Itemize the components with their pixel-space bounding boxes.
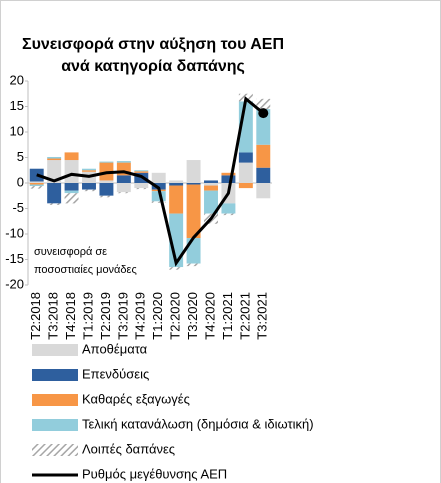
bar-segment: [186, 160, 201, 183]
x-tick-label: T1:2020: [150, 292, 165, 340]
bar-segment: [204, 190, 218, 214]
x-tick-label: T4:2019: [133, 292, 148, 340]
x-tick-label: T2:2020: [168, 292, 183, 340]
bar-segment: [116, 192, 131, 194]
bar-segment: [47, 183, 62, 204]
bar-segment: [64, 160, 79, 183]
bar-segment: [238, 183, 253, 189]
bar-segment: [169, 180, 184, 183]
bar-segment: [47, 156, 62, 159]
bar-segment: [29, 184, 44, 187]
bar-segment: [47, 160, 62, 183]
bar-segment: [99, 195, 114, 198]
bar-segment: [186, 183, 201, 185]
bar-segment: [134, 183, 149, 189]
bar-segment: [204, 180, 218, 183]
bar-segment: [99, 183, 114, 196]
bar-segment: [64, 183, 79, 191]
bar-segment: [47, 158, 62, 161]
bar-segment: [221, 213, 236, 216]
y-tick-label: -15: [5, 251, 24, 266]
x-tick-label: T2:2021: [237, 292, 252, 340]
bar-segment: [151, 172, 166, 183]
bar-segment: [169, 267, 184, 270]
bar-segment: [116, 175, 131, 183]
bar-segment: [29, 183, 44, 185]
legend-label: Αποθέματα: [82, 341, 148, 356]
bar-segment: [256, 167, 271, 183]
bar-segment: [151, 191, 166, 202]
axis-annotation: συνεισφορά σε ποσοστιαίες μονάδες: [34, 246, 137, 276]
bar-segment: [186, 263, 201, 267]
bar-segment: [82, 183, 96, 190]
legend-swatch: [32, 369, 78, 381]
bar-segment: [82, 189, 96, 192]
y-tick-label: -20: [5, 276, 24, 291]
bar-segment: [64, 190, 79, 194]
y-tick-label: 0: [17, 174, 24, 189]
legend-label: Ρυθμός μεγέθυνσης ΑΕΠ: [82, 466, 227, 481]
x-tick-label: T3:2019: [115, 292, 130, 340]
gdp-marker: [258, 108, 269, 119]
x-tick-label: T2:2018: [28, 292, 43, 340]
bar-segment: [204, 183, 218, 186]
x-tick-label: T2:2019: [98, 292, 113, 340]
bar-segment: [29, 186, 44, 189]
legend-label: Τελική κατανάλωση (δημόσια & ιδιωτική): [82, 416, 314, 431]
bar-segment: [116, 183, 131, 193]
bar-segment: [99, 161, 114, 163]
x-tick-label: T3:2021: [255, 292, 270, 340]
bar-segment: [134, 188, 149, 190]
bar-segment: [99, 180, 114, 183]
bar-segment: [64, 193, 79, 204]
x-tick-label: T1:2021: [220, 292, 235, 340]
legend-swatch: [32, 444, 78, 456]
x-tick-label: T3:2020: [185, 292, 200, 340]
bar-segment: [82, 168, 96, 171]
y-tick-label: 5: [17, 149, 24, 164]
y-tick-label: 10: [10, 123, 24, 138]
bar-segment: [238, 162, 253, 183]
bar-segment: [256, 98, 271, 110]
legend-label: Επενδύσεις: [82, 366, 149, 381]
y-tick-label: -10: [5, 225, 24, 240]
legend-swatch: [32, 394, 78, 406]
bar-segment: [64, 152, 79, 161]
bar-segment: [186, 238, 201, 264]
bar-segment: [256, 144, 271, 168]
legend-swatch: [32, 344, 78, 356]
legend-swatch: [32, 419, 78, 431]
bar-segment: [256, 183, 271, 199]
x-tick-label: T4:2020: [202, 292, 217, 340]
bar-segment: [169, 183, 184, 186]
bar-segment: [116, 161, 131, 163]
bar-segment: [204, 185, 218, 191]
gdp-line: [36, 96, 265, 267]
bar-segment: [186, 184, 201, 239]
bar-segment: [47, 203, 62, 205]
x-tick-label: T1:2019: [80, 292, 95, 340]
bar-segment: [134, 170, 149, 172]
y-tick-label: 15: [10, 98, 24, 113]
x-tick-label: T3:2018: [46, 292, 61, 340]
bar-segment: [256, 109, 271, 145]
x-tick-label: T4:2018: [63, 292, 78, 340]
bar-segment: [169, 185, 184, 214]
bar-segment: [151, 201, 166, 203]
chart-title: Συνεισφορά στην αύξηση του ΑΕΠ ανά κατηγ…: [21, 36, 285, 75]
bar-segment: [82, 170, 96, 172]
legend-label: Λοιπές δαπάνες: [82, 441, 175, 456]
bar-segment: [238, 152, 253, 163]
bar-segment: [134, 171, 149, 173]
y-tick-label: -5: [12, 200, 24, 215]
bar-segment: [29, 181, 44, 183]
bar-segment: [221, 203, 236, 214]
bar-segment: [221, 172, 236, 176]
legend-label: Καθαρές εξαγωγές: [82, 391, 190, 406]
bar-segment: [221, 175, 236, 183]
y-tick-label: 20: [10, 72, 24, 87]
